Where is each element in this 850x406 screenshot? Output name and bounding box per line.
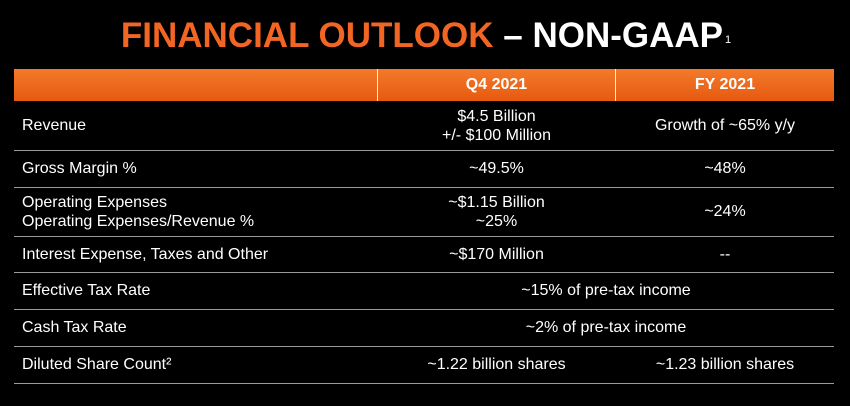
header-fy-2021: FY 2021 — [694, 76, 756, 93]
title-suffix: – NON-GAAP — [503, 16, 724, 55]
q4-value-text: ~49.5% — [469, 160, 524, 177]
header-q4-2021: Q4 2021 — [465, 76, 528, 93]
row-label: Operating Expenses Operating Expenses/Rev… — [22, 188, 377, 236]
q4-value-line: ~$1.15 Billion — [448, 194, 545, 211]
table-header: Q4 2021 FY 2021 — [14, 69, 834, 101]
q4-value-line: +/- $100 Million — [442, 126, 551, 144]
table-row-operating-expenses: Operating Expenses Operating Expenses/Rev… — [14, 188, 834, 237]
row-label: Cash Tax Rate — [22, 310, 377, 346]
row-label: Diluted Share Count² — [22, 347, 377, 383]
spanning-value: ~2% of pre-tax income — [378, 310, 834, 346]
slide-title: FINANCIAL OUTLOOK – NON-GAAP 1 — [0, 14, 850, 58]
row-label-text: Cash Tax Rate — [22, 319, 127, 336]
row-label: Gross Margin % — [22, 151, 377, 187]
header-divider — [615, 69, 616, 101]
header-label-col — [14, 69, 377, 101]
table-row-cash-tax-rate: Cash Tax Rate ~2% of pre-tax income — [14, 310, 834, 347]
fy-value: ~24% — [616, 188, 834, 236]
q4-value-text: ~1.22 billion shares — [427, 356, 566, 373]
fy-value-text: ~48% — [704, 160, 746, 177]
fy-value: ~48% — [616, 151, 834, 187]
q4-value: ~$1.15 Billion ~25% — [378, 188, 615, 236]
table-row-revenue: Revenue $4.5 Billion +/- $100 Million Gro… — [14, 101, 834, 151]
q4-value-line: $4.5 Billion — [457, 107, 536, 125]
q4-value-text: ~$170 Million — [449, 245, 544, 263]
row-label-text: Revenue — [22, 116, 87, 134]
fy-value-text: -- — [719, 245, 731, 263]
fy-value-text: ~1.23 billion shares — [655, 356, 795, 373]
spanning-value: ~15% of pre-tax income — [378, 273, 834, 309]
row-label: Revenue — [22, 101, 377, 150]
row-label-text: Interest Expense, Taxes and Other — [22, 245, 269, 263]
table-row-diluted-share-count: Diluted Share Count² ~1.22 billion share… — [14, 347, 834, 384]
spanning-value-text: ~15% of pre-tax income — [521, 282, 691, 299]
header-divider — [377, 69, 378, 101]
q4-value-line: ~25% — [475, 213, 518, 230]
row-label-line: Operating Expenses — [22, 194, 167, 211]
outlook-table: Q4 2021 FY 2021 Revenue $4.5 Billion +/- … — [14, 69, 834, 384]
row-label-line: Operating Expenses/Revenue % — [22, 213, 255, 230]
fy-value-text: ~24% — [704, 203, 746, 220]
row-label-text: Diluted Share Count² — [22, 356, 172, 373]
table-row-effective-tax-rate: Effective Tax Rate ~15% of pre-tax incom… — [14, 273, 834, 310]
row-label: Interest Expense, Taxes and Other — [22, 237, 377, 272]
q4-value: ~49.5% — [378, 151, 615, 187]
fy-value: ~1.23 billion shares — [616, 347, 834, 383]
spanning-value-text: ~2% of pre-tax income — [525, 319, 687, 336]
title-footnote-marker: 1 — [725, 34, 732, 46]
fy-value-text: Growth of ~65% y/y — [654, 116, 796, 134]
row-label-text: Gross Margin % — [22, 160, 137, 177]
fy-value: -- — [616, 237, 834, 272]
q4-value: ~1.22 billion shares — [378, 347, 615, 383]
table-row-gross-margin: Gross Margin % ~49.5% ~48% — [14, 151, 834, 188]
q4-value: ~$170 Million — [378, 237, 615, 272]
fy-value: Growth of ~65% y/y — [616, 101, 834, 150]
row-label-text: Effective Tax Rate — [22, 282, 151, 299]
table-row-interest-expense: Interest Expense, Taxes and Other ~$170 … — [14, 237, 834, 273]
q4-value: $4.5 Billion +/- $100 Million — [378, 101, 615, 150]
row-label: Effective Tax Rate — [22, 273, 377, 309]
title-highlight: FINANCIAL OUTLOOK — [120, 16, 494, 55]
